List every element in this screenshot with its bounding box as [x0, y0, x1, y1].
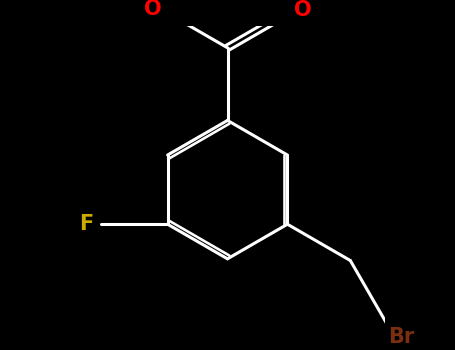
Text: O: O — [294, 0, 312, 20]
Text: Br: Br — [388, 327, 415, 346]
Text: O: O — [144, 0, 162, 19]
Text: F: F — [79, 214, 93, 234]
